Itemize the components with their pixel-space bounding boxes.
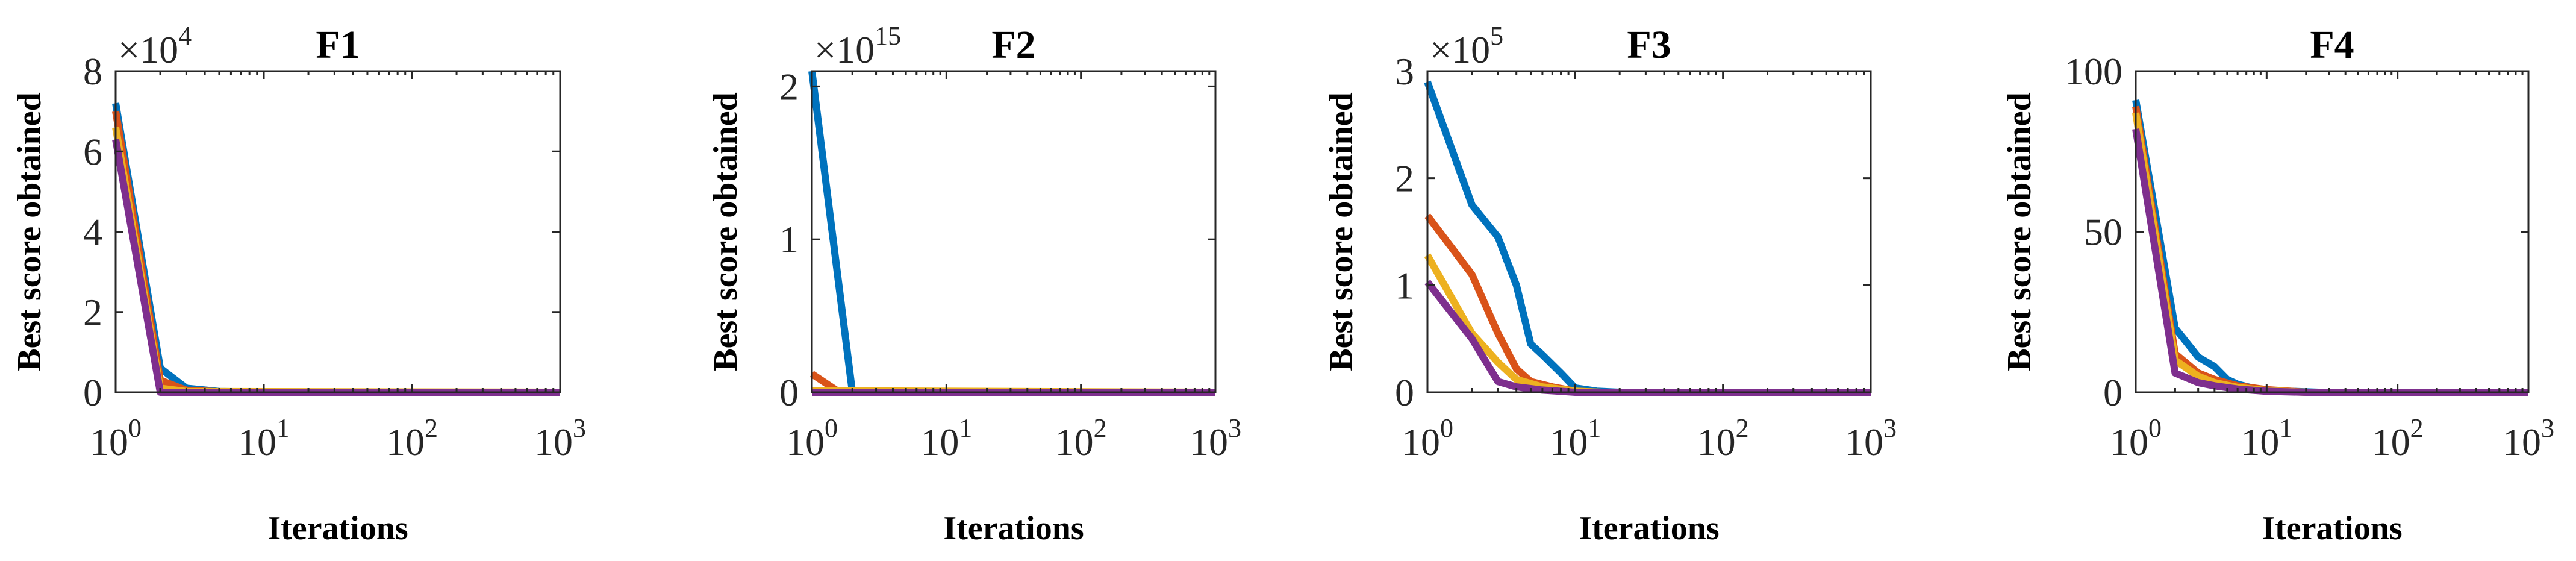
x-tick-label: 102 — [386, 413, 438, 463]
x-tick-label: 103 — [2503, 413, 2554, 463]
x-axis-label: Iterations — [2262, 510, 2402, 547]
axes-box — [114, 70, 561, 393]
y-tick-label: 0 — [83, 371, 102, 414]
y-tick-label: 8 — [83, 50, 102, 93]
chart-panel-f4: 100 101 102 103 0 50 100 F4 Iterations Best score… — [2001, 23, 2554, 547]
panel-title: F4 — [2310, 23, 2354, 67]
series-line-blue — [112, 102, 560, 396]
axis-multiplier: ×104 — [118, 21, 192, 71]
y-axis-label: Best score obtained — [11, 92, 48, 371]
x-axis-label: Iterations — [267, 510, 408, 547]
series-line-yellow — [112, 127, 561, 396]
axis-multiplier: ×1015 — [814, 21, 901, 71]
panel-title: F1 — [316, 23, 360, 67]
y-tick-label: 6 — [83, 130, 102, 173]
chart-panel-f2: 100 101 102 103 0 1 2 ×1015 F2 Iterations Best sco… — [707, 21, 1241, 547]
y-axis-label: Best score obtained — [2001, 92, 2038, 371]
series-line-orange — [1424, 213, 1871, 396]
x-tick-label: 101 — [920, 413, 972, 463]
y-axis-label: Best score obtained — [707, 92, 744, 371]
x-axis-label: Iterations — [943, 510, 1084, 547]
x-tick-label: 100 — [1402, 413, 1453, 463]
y-tick-label: 0 — [779, 371, 799, 414]
y-tick-label: 3 — [1395, 50, 1414, 93]
x-tick-label: 103 — [534, 413, 586, 463]
x-tick-label: 101 — [238, 413, 290, 463]
panel-title: F2 — [991, 23, 1035, 67]
x-tick-label: 103 — [1190, 413, 1241, 463]
y-tick-label: 2 — [83, 291, 102, 334]
axes-box — [811, 70, 1217, 393]
axes-box — [1426, 70, 1872, 393]
chart-panel-f1: 100 101 102 103 0 2 4 6 8 ×104 F1 Iterations Best sc… — [11, 21, 586, 547]
y-tick-label: 4 — [83, 211, 102, 254]
y-axis-label: Best score obtained — [1323, 92, 1360, 371]
series-line-purple — [1424, 280, 1871, 396]
x-axis-label: Iterations — [1579, 510, 1719, 547]
axis-multiplier: ×105 — [1430, 21, 1503, 71]
x-tick-label: 101 — [2241, 413, 2292, 463]
axes-box — [2135, 70, 2530, 393]
x-tick-label: 100 — [786, 413, 838, 463]
y-tick-label: 2 — [779, 65, 799, 108]
y-tick-label: 1 — [1395, 264, 1414, 307]
series-group — [112, 102, 561, 396]
series-line-blue — [808, 71, 1215, 396]
series-group — [1424, 80, 1871, 396]
x-tick-label: 101 — [1549, 413, 1601, 463]
y-tick-label: 1 — [779, 218, 799, 261]
series-group — [2132, 99, 2528, 396]
x-tick-label: 100 — [90, 413, 142, 463]
y-tick-label: 50 — [2084, 211, 2122, 254]
x-tick-label: 102 — [2372, 413, 2424, 463]
y-tick-label: 100 — [2065, 50, 2122, 93]
y-tick-label: 0 — [2103, 371, 2122, 414]
panel-title: F3 — [1627, 23, 1671, 67]
x-tick-label: 103 — [1845, 413, 1897, 463]
y-tick-label: 2 — [1395, 157, 1414, 200]
x-tick-label: 102 — [1055, 413, 1107, 463]
series-group — [808, 71, 1216, 396]
x-tick-label: 102 — [1697, 413, 1749, 463]
series-line-blue — [1424, 80, 1871, 396]
series-line-orange — [112, 110, 560, 396]
series-line-blue — [2132, 99, 2528, 396]
chart-panel-f3: 100 101 102 103 0 1 2 3 ×105 F3 Iterations Best sco… — [1323, 21, 1897, 547]
x-tick-label: 100 — [2110, 413, 2162, 463]
y-tick-label: 0 — [1395, 371, 1414, 414]
series-line-purple — [112, 139, 560, 396]
